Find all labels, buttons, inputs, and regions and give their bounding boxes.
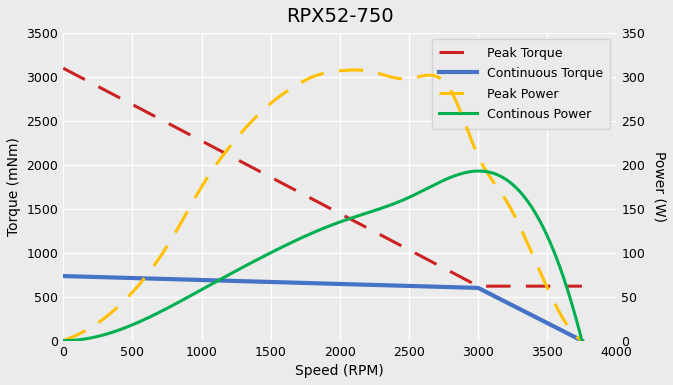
Peak Power bbox=[306, 76, 314, 80]
Line: Continous Power: Continous Power bbox=[63, 171, 582, 341]
X-axis label: Speed (RPM): Speed (RPM) bbox=[295, 364, 384, 378]
Title: RPX52-750: RPX52-750 bbox=[286, 7, 394, 26]
Line: Peak Torque: Peak Torque bbox=[63, 68, 582, 286]
Peak Power bbox=[59, 338, 67, 343]
Peak Power bbox=[351, 68, 359, 72]
Continuous Torque bbox=[59, 274, 67, 278]
Continous Power bbox=[59, 338, 67, 343]
Peak Power bbox=[369, 70, 377, 74]
Y-axis label: Power (W): Power (W) bbox=[652, 151, 666, 223]
Continous Power bbox=[309, 231, 317, 235]
Continuous Torque bbox=[578, 338, 586, 343]
Continous Power bbox=[578, 338, 586, 343]
Line: Continuous Torque: Continuous Torque bbox=[63, 276, 582, 341]
Peak Torque bbox=[578, 284, 586, 288]
Continous Power bbox=[368, 209, 376, 214]
Continous Power bbox=[340, 218, 348, 223]
Continous Power bbox=[485, 170, 493, 174]
Continous Power bbox=[475, 169, 483, 173]
Peak Torque bbox=[59, 66, 67, 70]
Peak Power bbox=[567, 327, 575, 332]
Continous Power bbox=[306, 232, 314, 236]
Legend: Peak Torque, Continuous Torque, Peak Power, Continous Power: Peak Torque, Continuous Torque, Peak Pow… bbox=[431, 39, 610, 129]
Peak Power bbox=[578, 338, 586, 343]
Line: Peak Power: Peak Power bbox=[63, 70, 582, 341]
Peak Power bbox=[340, 68, 348, 73]
Continuous Torque bbox=[474, 286, 483, 290]
Continous Power bbox=[567, 297, 575, 301]
Peak Power bbox=[309, 74, 317, 79]
Peak Torque bbox=[474, 284, 483, 288]
Y-axis label: Torque (mNm): Torque (mNm) bbox=[7, 137, 21, 236]
Peak Power bbox=[485, 174, 493, 178]
